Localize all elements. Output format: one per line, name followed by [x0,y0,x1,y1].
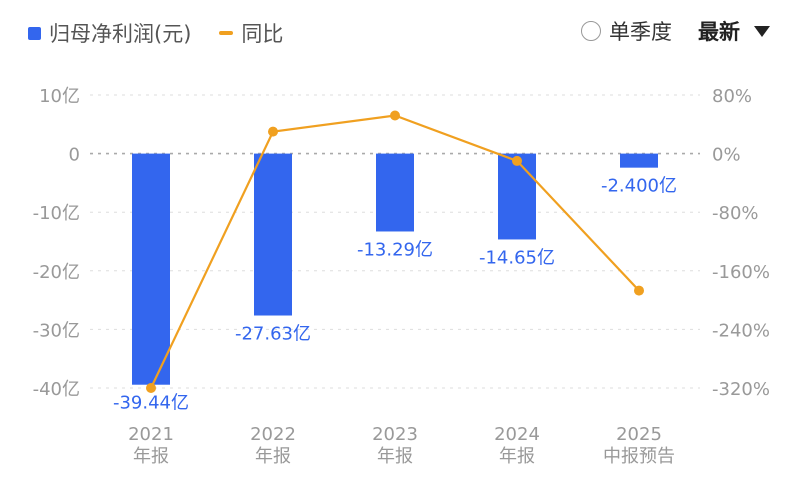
bar-net-profit [498,153,536,240]
legend-item-yoy[interactable]: 同比 [219,18,283,48]
chart-controls: 单季度 最新 [581,16,770,46]
legend-label-yoy: 同比 [241,22,284,46]
y-left-tick-label: -30亿 [33,320,80,341]
bar-net-profit [132,153,170,385]
y-right-tick-label: -240% [712,320,770,341]
bar-value-label: -39.44亿 [113,393,189,414]
yoy-point [634,285,644,296]
bar-value-label: -27.63亿 [235,324,311,345]
y-left-tick-label: -10亿 [33,203,80,224]
y-right-tick-label: -80% [712,203,759,224]
bar-value-label: -2.400亿 [601,176,677,197]
line-swatch-icon [219,31,234,35]
bar-value-label: -14.65亿 [479,247,555,268]
x-tick-label-period: 年报 [377,446,413,467]
yoy-point [390,110,400,121]
y-left-tick-label: -40亿 [33,379,80,400]
line-layer [146,110,644,393]
axis-layer: 10亿 0 -10亿 -20亿 -30亿 -40亿 80% 0% -80% -160% -240% -… [33,86,770,467]
x-tick-label-year: 2025 [616,424,662,445]
single-quarter-radio[interactable]: 单季度 [581,16,672,46]
x-tick-label-period: 中报预告 [603,446,675,467]
x-tick-label-year: 2021 [128,424,174,445]
yoy-point [512,155,522,166]
y-left-tick-label: 10亿 [39,86,80,107]
bar-net-profit [254,153,292,316]
x-tick-label-year: 2023 [372,424,418,445]
x-tick-label-year: 2024 [494,424,540,445]
x-tick-label-period: 年报 [255,446,291,467]
x-tick-label-period: 年报 [499,446,535,467]
legend-item-net-profit[interactable]: 归母净利润(元) [28,18,191,48]
bar-value-label: -13.29亿 [357,239,433,260]
x-tick-label-year: 2022 [250,424,296,445]
bar-net-profit [620,153,658,168]
y-right-tick-label: 80% [712,86,752,107]
period-dropdown[interactable]: 最新 [698,16,770,46]
bar-net-profit [376,153,414,232]
x-tick-label-period: 年报 [133,446,169,467]
radio-circle-icon [581,21,601,41]
period-dropdown-value: 最新 [698,20,740,44]
y-left-tick-label: 0 [69,145,80,166]
y-right-tick-label: -320% [712,379,770,400]
legend: 归母净利润(元) 同比 [28,18,283,48]
yoy-point [268,126,278,137]
single-quarter-label: 单季度 [609,20,672,44]
chart-header: 归母净利润(元) 同比 单季度 最新 [0,0,800,60]
legend-label-net-profit: 归母净利润(元) [49,22,192,46]
bar-layer [132,153,658,385]
bar-swatch-icon [28,26,41,40]
y-left-tick-label: -20亿 [33,262,80,283]
y-right-tick-label: 0% [712,145,741,166]
y-right-tick-label: -160% [712,262,770,283]
caret-down-icon [754,25,770,37]
label-layer: -39.44亿 -27.63亿 -13.29亿 -14.65亿 -2.400亿 [113,176,677,414]
yoy-point [146,383,156,393]
